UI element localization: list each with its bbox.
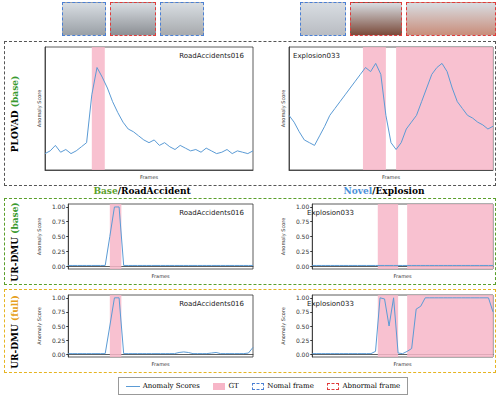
- svg-text:0.50: 0.50: [296, 323, 310, 330]
- svg-text:RoadAccidents016: RoadAccidents016: [179, 209, 244, 217]
- svg-text:RoadAccidents016: RoadAccidents016: [179, 52, 244, 60]
- svg-text:Explosion033: Explosion033: [307, 300, 354, 308]
- svg-text:Frames: Frames: [140, 174, 159, 180]
- svg-text:Explosion033: Explosion033: [293, 52, 340, 60]
- svg-text:1.00: 1.00: [295, 203, 310, 211]
- svg-text:0.50: 0.50: [296, 233, 310, 240]
- html-text:Base /RoadAccident: Base /RoadAccident: [93, 186, 191, 196]
- html-text:Nomal frame: Nomal frame: [267, 382, 314, 390]
- svg-text:0.75: 0.75: [52, 308, 66, 315]
- html-text:(base): (base): [10, 75, 20, 108]
- svg-text:Anomaly Score: Anomaly Score: [280, 307, 287, 345]
- svg-text:Frames: Frames: [394, 273, 413, 279]
- svg-text:Frames: Frames: [382, 174, 401, 180]
- svg-text:Anomaly Score: Anomaly Score: [280, 90, 287, 128]
- svg-text:Explosion033: Explosion033: [307, 209, 354, 217]
- html-text:UR-DMU: UR-DMU: [10, 233, 20, 282]
- svg-text:0.75: 0.75: [52, 218, 66, 225]
- svg-text:0.00: 0.00: [296, 263, 310, 270]
- html-text:Novel /Explosion: Novel /Explosion: [343, 186, 425, 196]
- svg-text:0.50: 0.50: [52, 233, 66, 240]
- svg-text:0.25: 0.25: [52, 248, 66, 255]
- svg-text:0.00: 0.00: [52, 351, 66, 358]
- html-text:UR-DMU: UR-DMU: [10, 320, 20, 369]
- svg-text:0.25: 0.25: [52, 337, 66, 344]
- svg-text:1.00: 1.00: [52, 203, 66, 210]
- svg-text:RoadAccidents016: RoadAccidents016: [179, 300, 244, 308]
- svg-text:Anomaly Score: Anomaly Score: [280, 218, 287, 256]
- svg-text:Anomaly Score: Anomaly Score: [36, 307, 43, 345]
- svg-text:0.75: 0.75: [296, 308, 310, 315]
- svg-text:0.25: 0.25: [296, 337, 310, 344]
- svg-text:0.50: 0.50: [52, 323, 66, 330]
- svg-text:0.00: 0.00: [296, 351, 310, 358]
- svg-text:Anomaly Score: Anomaly Score: [36, 90, 43, 128]
- svg-text:Frames: Frames: [152, 273, 171, 279]
- html-text:(full): (full): [10, 294, 20, 321]
- html-text:GT: GT: [228, 382, 239, 390]
- html-text:PLOVAD: PLOVAD: [10, 107, 20, 153]
- svg-text:0.25: 0.25: [296, 248, 310, 255]
- svg-text:1.00: 1.00: [52, 294, 66, 301]
- html-text:Abnormal frame: Abnormal frame: [342, 382, 401, 390]
- svg-text:Frames: Frames: [152, 361, 171, 367]
- svg-text:0.00: 0.00: [52, 263, 66, 270]
- html-text:Anomaly Scores: Anomaly Scores: [142, 382, 200, 390]
- svg-text:0.75: 0.75: [296, 218, 310, 225]
- svg-text:1.00: 1.00: [295, 294, 310, 302]
- svg-text:Frames: Frames: [394, 361, 413, 367]
- svg-text:Anomaly Score: Anomaly Score: [36, 218, 43, 256]
- html-text:(base): (base): [10, 202, 20, 234]
